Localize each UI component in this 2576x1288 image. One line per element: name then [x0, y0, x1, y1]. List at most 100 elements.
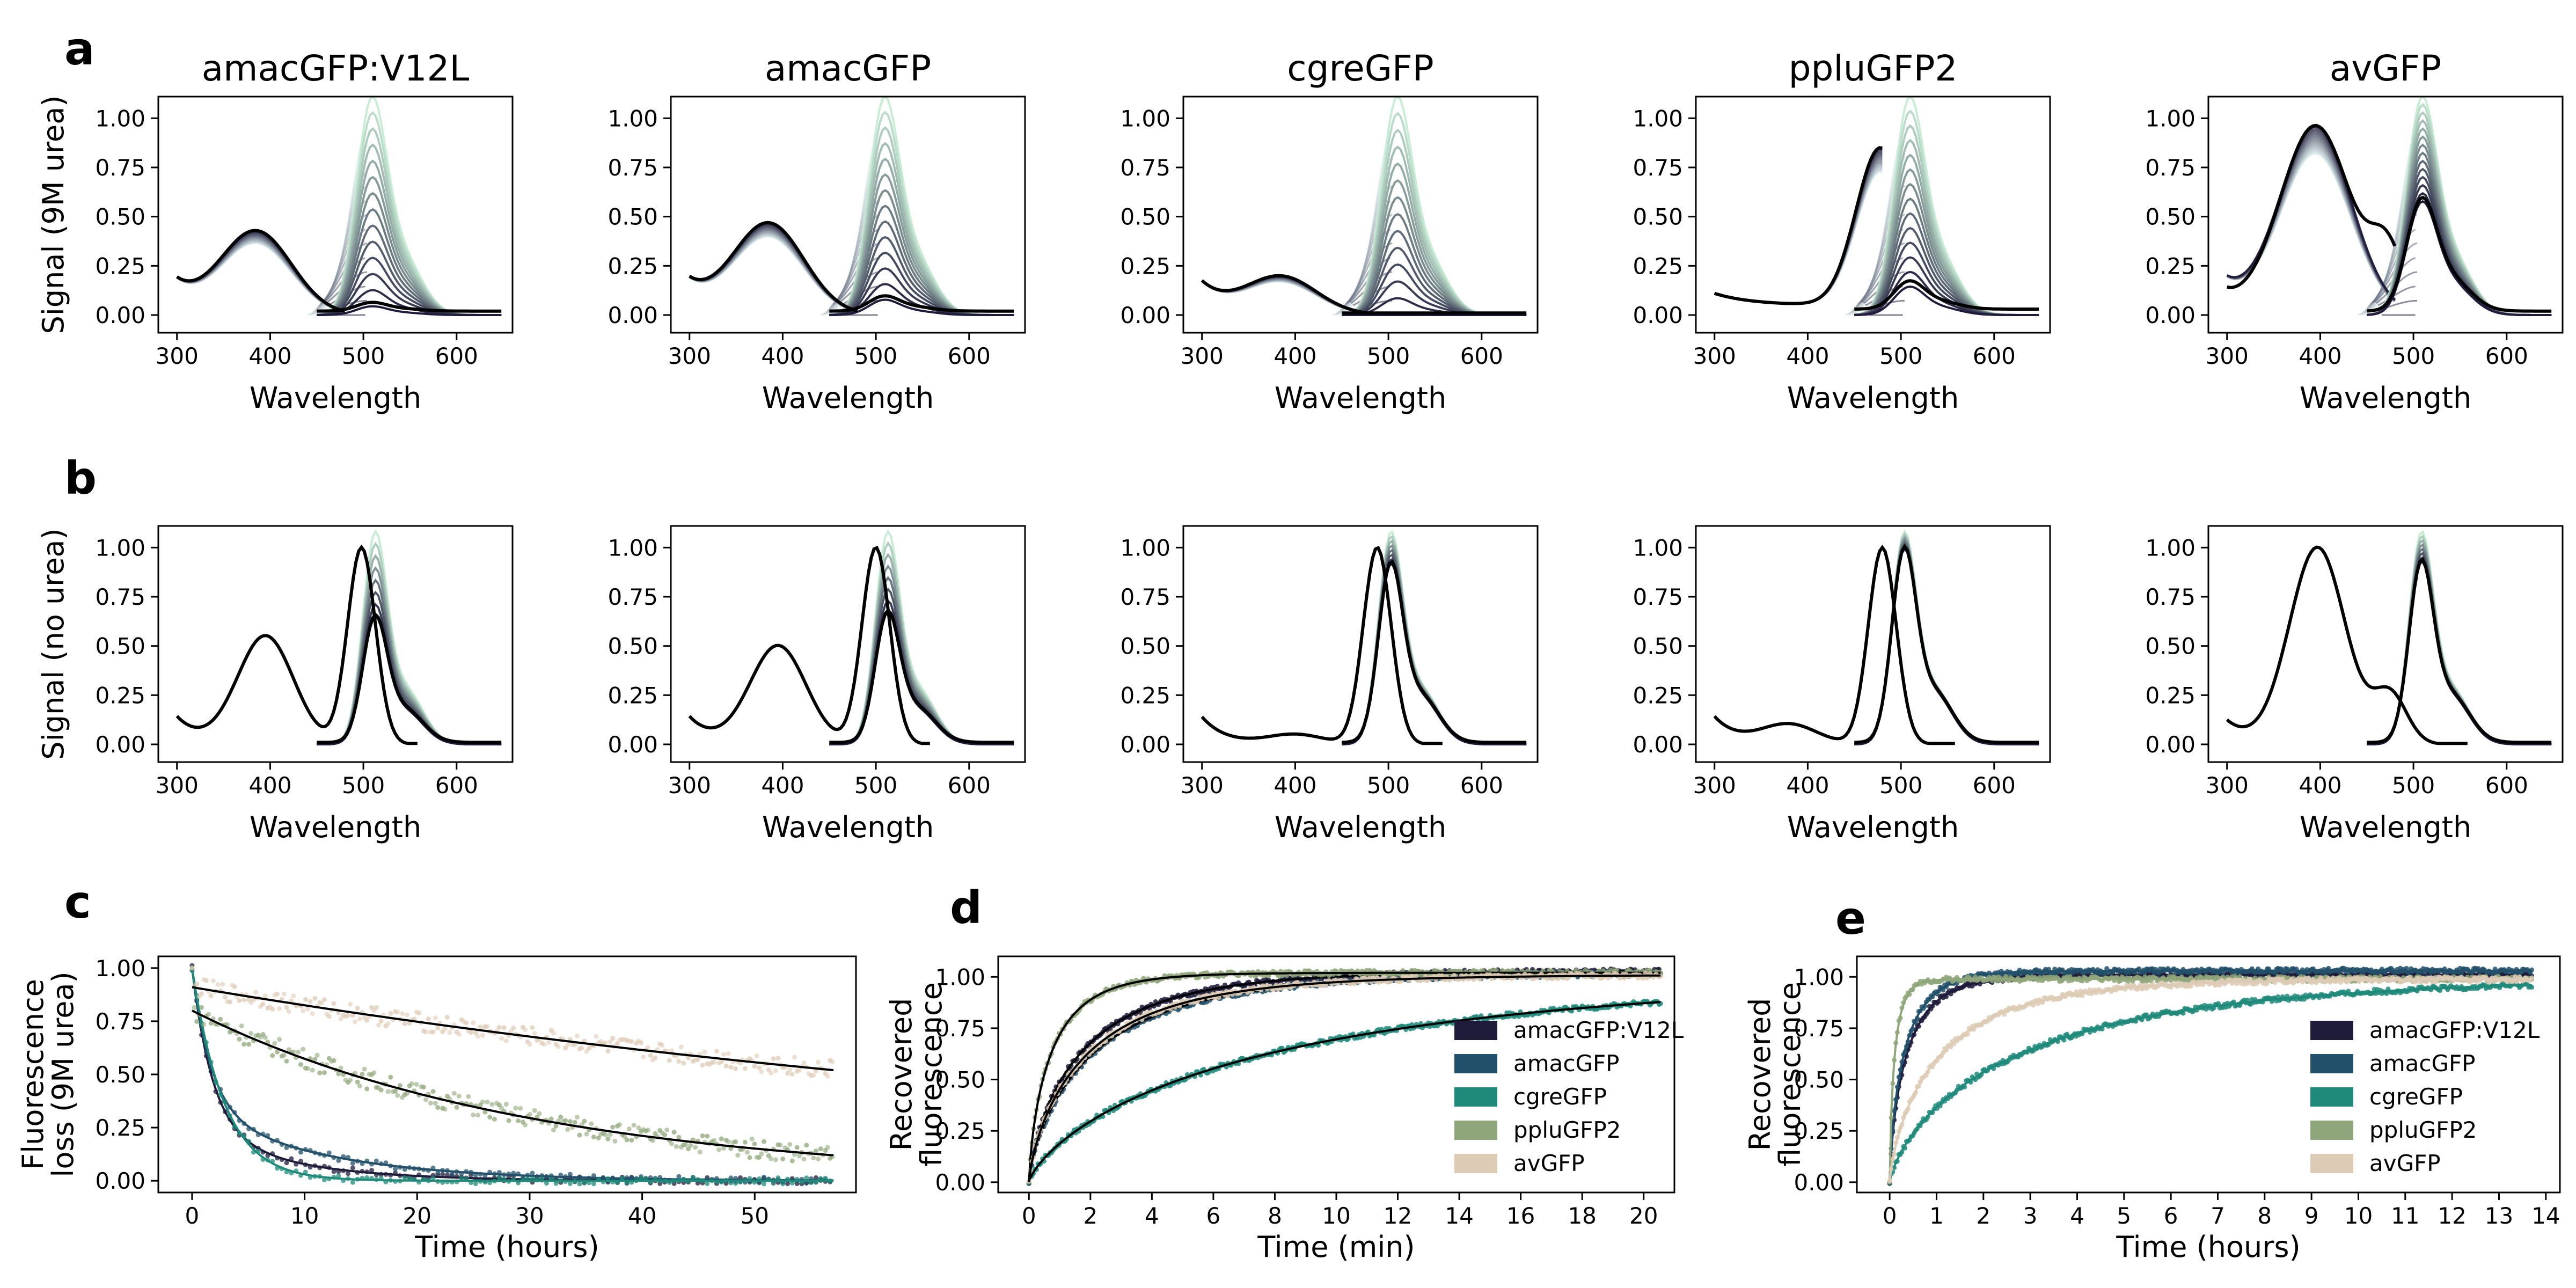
y-tick-label: 1.00	[608, 535, 658, 561]
absorbance-curve	[2226, 150, 2396, 303]
y-axis-label-line: Recovered	[884, 998, 918, 1151]
data-point	[712, 1138, 717, 1143]
emission-curve	[2367, 555, 2552, 745]
data-point	[277, 1037, 282, 1042]
data-point	[485, 1023, 490, 1029]
x-axis-label: Wavelength	[1275, 810, 1446, 844]
x-tick-label: 16	[1506, 1203, 1535, 1229]
emission-final-curve	[1342, 559, 1527, 744]
x-tick-label: 13	[2485, 1203, 2513, 1229]
data-point	[404, 1091, 409, 1096]
data-point	[274, 991, 280, 997]
emission-curve	[829, 611, 1014, 745]
data-point	[473, 1030, 478, 1036]
data-point	[447, 1030, 452, 1035]
data-point	[501, 1025, 507, 1030]
x-tick-label: 500	[2392, 772, 2435, 799]
emission-curve	[1342, 562, 1527, 745]
subplot-b-2: 300 400 500 6000.000.250.500.751.00Waveleng…	[1120, 525, 1539, 844]
y-tick-label: 0.50	[935, 1067, 985, 1093]
data-point	[215, 982, 221, 987]
data-point	[775, 1056, 781, 1061]
x-tick-label: 400	[1786, 343, 1829, 369]
x-tick-label: 14	[1445, 1203, 1473, 1229]
data-point	[388, 1011, 393, 1016]
data-point	[523, 1122, 528, 1128]
subplot-b-3-frame	[1695, 525, 2051, 763]
emission-curve	[829, 541, 1014, 745]
data-point	[475, 1113, 480, 1118]
data-point	[388, 1074, 393, 1080]
emission-curve	[1854, 286, 2039, 316]
data-point	[567, 1172, 573, 1177]
data-point	[284, 1160, 289, 1166]
emission-curve	[1854, 534, 2039, 745]
data-point	[610, 1036, 616, 1041]
y-tick-label: 0.00	[1794, 1169, 1844, 1196]
data-point	[773, 1157, 778, 1162]
y-tick-label: 0.25	[2145, 682, 2196, 708]
series-group	[689, 97, 1014, 316]
data-point	[468, 1030, 473, 1035]
data-point	[728, 1065, 734, 1070]
data-point	[572, 1119, 577, 1125]
data-point	[286, 1009, 291, 1014]
data-point	[303, 997, 308, 1002]
series-cgreGFP	[189, 966, 834, 1187]
data-point	[555, 1044, 561, 1049]
data-point	[374, 1158, 379, 1163]
data-point	[686, 1055, 691, 1060]
data-point	[705, 1133, 710, 1139]
data-point	[321, 1070, 327, 1075]
data-point	[350, 1165, 355, 1170]
data-point	[428, 1100, 433, 1106]
y-tick-label: 0.75	[608, 155, 658, 181]
data-point	[225, 1022, 230, 1027]
data-point	[305, 1066, 310, 1071]
x-tick-label: 600	[2485, 772, 2528, 799]
x-tick-label: 300	[2206, 772, 2249, 799]
data-point	[353, 1019, 358, 1024]
absorbance-curve	[1714, 163, 1883, 305]
series-group	[688, 529, 1014, 745]
data-point	[1316, 1043, 1321, 1048]
data-point	[442, 1026, 448, 1031]
y-tick-label: 0.25	[1120, 253, 1170, 279]
data-point	[518, 1106, 523, 1111]
emission-final-curve	[1854, 544, 2039, 744]
data-point	[768, 1071, 773, 1076]
data-point	[338, 1016, 343, 1022]
x-axis-label: Wavelength	[1787, 381, 1959, 415]
data-point	[789, 1072, 795, 1077]
data-point	[194, 981, 200, 986]
data-point	[346, 1171, 351, 1176]
data-point	[664, 1128, 670, 1133]
data-point	[676, 1059, 682, 1064]
x-tick-label: 10	[2344, 1203, 2373, 1229]
y-tick-label: 0.75	[1120, 584, 1170, 610]
subplot-title: amacGFP:V12L	[202, 48, 470, 89]
data-point	[189, 965, 195, 971]
data-point	[714, 1049, 719, 1054]
data-point	[414, 1081, 419, 1087]
x-axis-label: Wavelength	[762, 381, 934, 415]
absorbance-curve	[2226, 130, 2396, 301]
data-point	[487, 1115, 493, 1120]
y-tick-label: 1.00	[2145, 535, 2196, 561]
x-tick-label: 18	[1568, 1203, 1596, 1229]
legend-label: avGFP	[1513, 1150, 1585, 1176]
panel-c-axes: 0 10 20 30 40 500.000.250.500.751.00	[95, 955, 769, 1229]
y-tick-label: 0.00	[95, 302, 145, 328]
data-point	[742, 1139, 748, 1145]
data-point	[567, 1181, 573, 1186]
data-point	[203, 978, 209, 983]
data-point	[395, 1093, 400, 1098]
y-tick-label: 0.75	[95, 155, 145, 181]
data-point	[648, 1053, 653, 1058]
emission-curve	[2367, 538, 2552, 745]
data-point	[761, 1174, 766, 1180]
data-point	[262, 993, 268, 999]
